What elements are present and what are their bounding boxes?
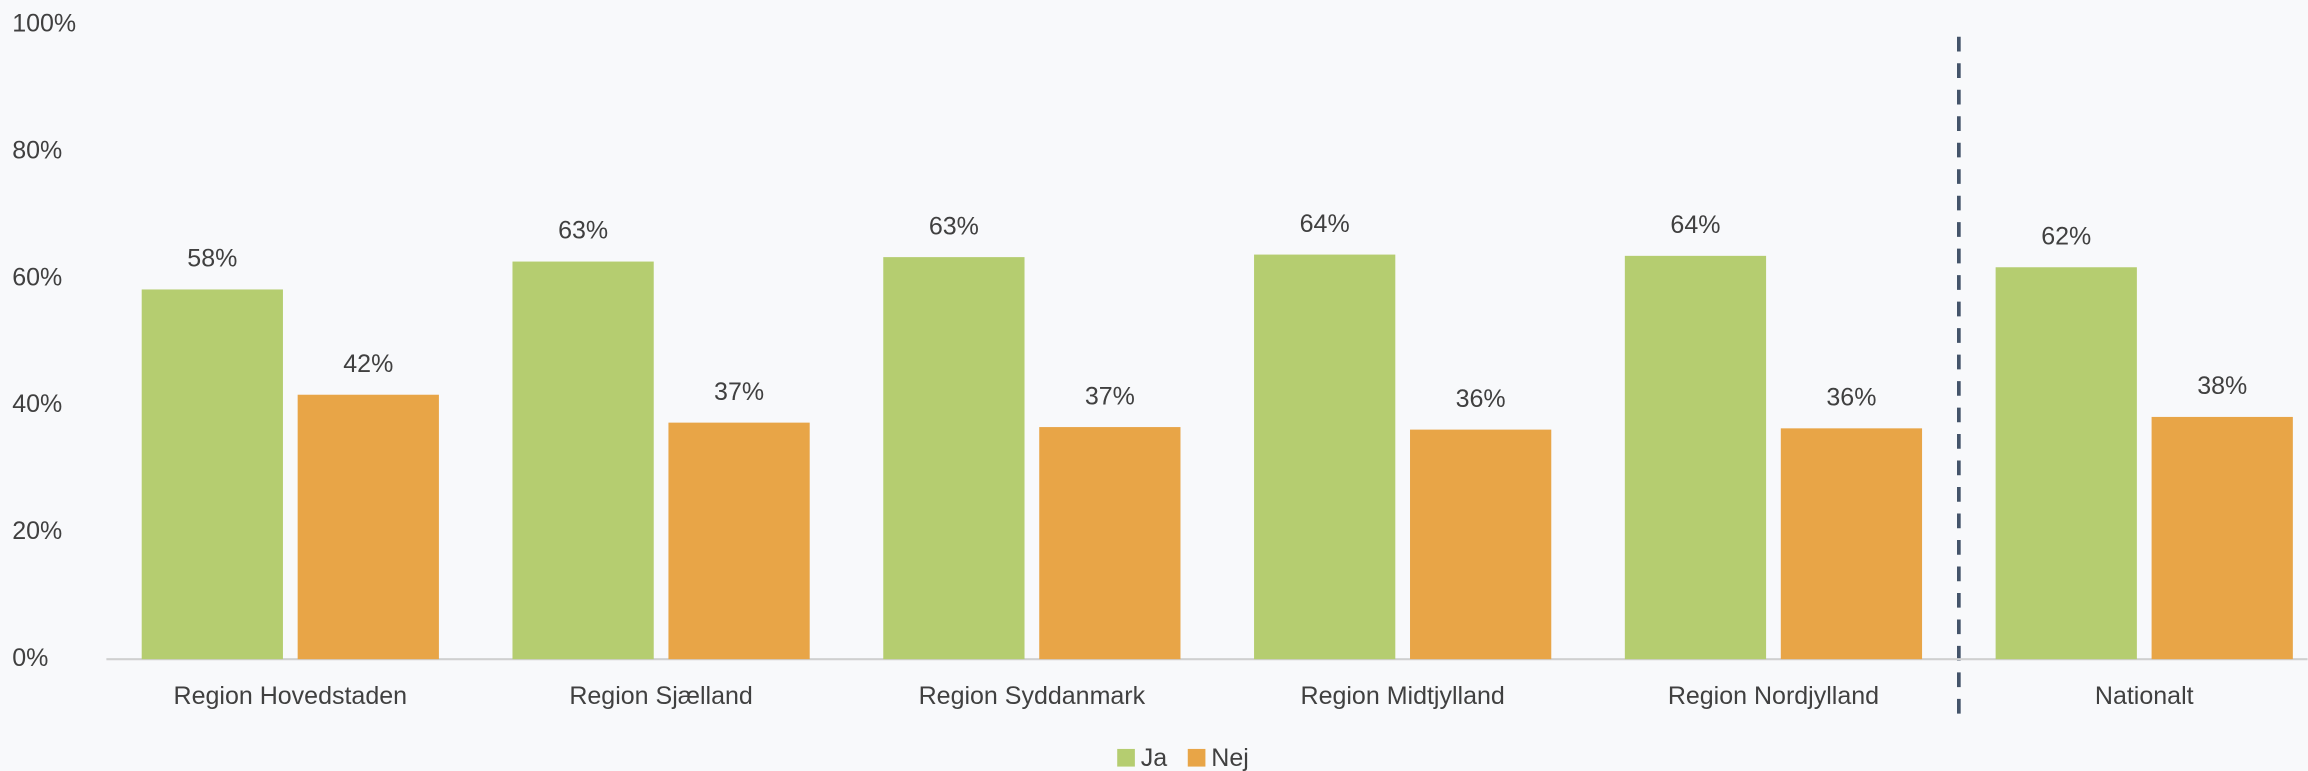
bar [1995,267,2137,660]
y-tick-label: 40% [12,390,62,418]
bar [1254,254,1396,660]
x-tick-label: Region Sjælland [569,682,752,710]
data-label: 36% [1826,384,1876,412]
legend-swatch [1187,748,1206,767]
y-tick-label: 60% [12,263,62,291]
bar [1410,429,1552,660]
data-label: 62% [2041,222,2091,250]
x-tick-label: Region Midtjylland [1301,682,1505,710]
x-tick-label: Region Nordjylland [1668,682,1879,710]
bar [1780,428,1923,660]
x-tick-label: Nationalt [2095,682,2194,710]
data-label: 63% [558,217,608,245]
bar [512,261,654,660]
y-tick-label: 80% [12,136,62,164]
bar [883,257,1025,660]
bar [1039,427,1181,660]
bar [668,422,810,660]
data-label: 58% [187,245,237,273]
x-tick-label: Region Hovedstaden [174,682,408,710]
x-tick-label: Region Syddanmark [919,682,1146,710]
data-label: 37% [714,378,764,406]
legend-label: Ja [1141,744,1168,771]
data-label: 42% [343,350,393,378]
data-label: 64% [1300,210,1350,238]
bar [141,289,283,660]
y-tick-label: 20% [12,517,62,545]
data-label: 38% [2197,372,2247,400]
y-tick-label: 100% [12,10,76,38]
legend-swatch [1117,748,1135,767]
data-label: 63% [929,212,979,240]
bar [2151,416,2293,660]
legend-label: Nej [1211,744,1249,771]
data-label: 64% [1670,211,1720,239]
bar [1624,255,1767,660]
y-tick-label: 0% [12,644,48,672]
bar [297,394,439,660]
data-label: 36% [1456,385,1506,413]
data-label: 37% [1085,382,1135,410]
